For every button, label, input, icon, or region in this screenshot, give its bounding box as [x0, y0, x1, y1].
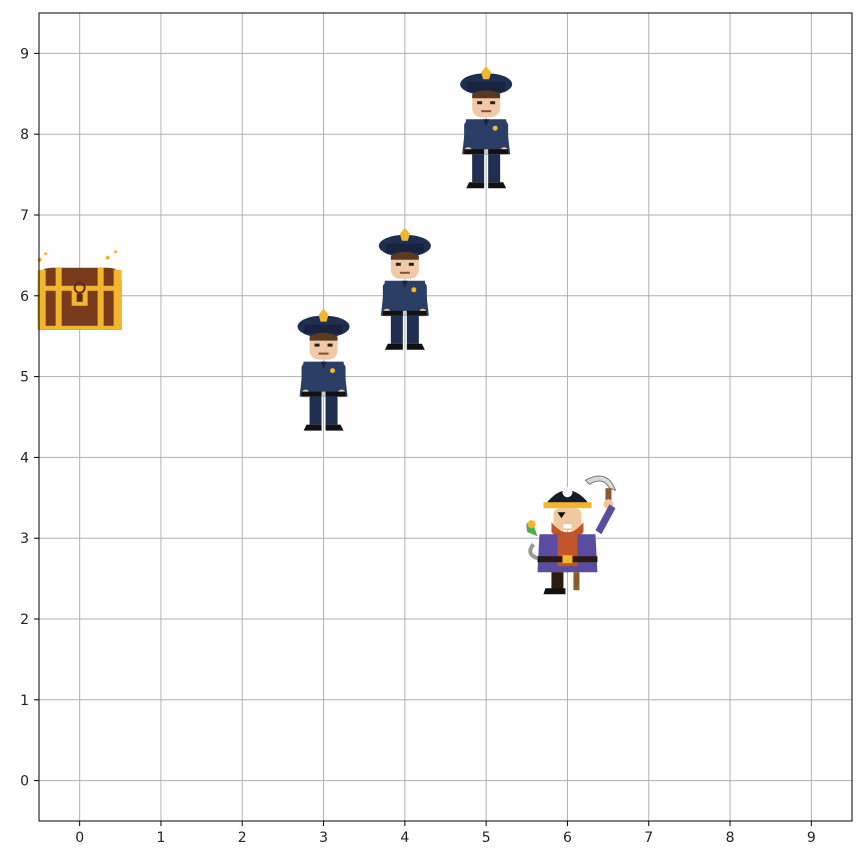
x-tick-label: 7 — [644, 830, 653, 846]
x-tick-label: 4 — [400, 830, 409, 846]
y-tick-label: 2 — [20, 612, 29, 628]
y-tick-label: 4 — [20, 450, 29, 466]
y-tick-label: 6 — [20, 289, 29, 305]
axis-ticks: 0 1 2 3 4 5 6 7 8 9 0 1 2 3 4 5 6 7 8 9 — [20, 46, 816, 846]
y-tick-label: 3 — [20, 531, 29, 547]
y-tick-label: 0 — [20, 774, 29, 790]
x-tick-label: 5 — [482, 830, 491, 846]
plot-frame — [38, 12, 853, 822]
y-tick-label: 8 — [20, 127, 29, 143]
y-tick-label: 1 — [20, 693, 29, 709]
x-tick-label: 3 — [319, 830, 328, 846]
y-tick-label: 7 — [20, 208, 29, 224]
x-tick-label: 8 — [726, 830, 735, 846]
x-tick-label: 1 — [156, 830, 165, 846]
plot-area — [39, 13, 852, 821]
y-tick-label: 9 — [20, 46, 29, 62]
y-tick-label: 5 — [20, 370, 29, 386]
x-tick-label: 2 — [238, 830, 247, 846]
x-tick-label: 6 — [563, 830, 572, 846]
grid-lines — [39, 13, 852, 821]
x-tick-label: 9 — [807, 830, 816, 846]
x-tick-label: 0 — [75, 830, 84, 846]
